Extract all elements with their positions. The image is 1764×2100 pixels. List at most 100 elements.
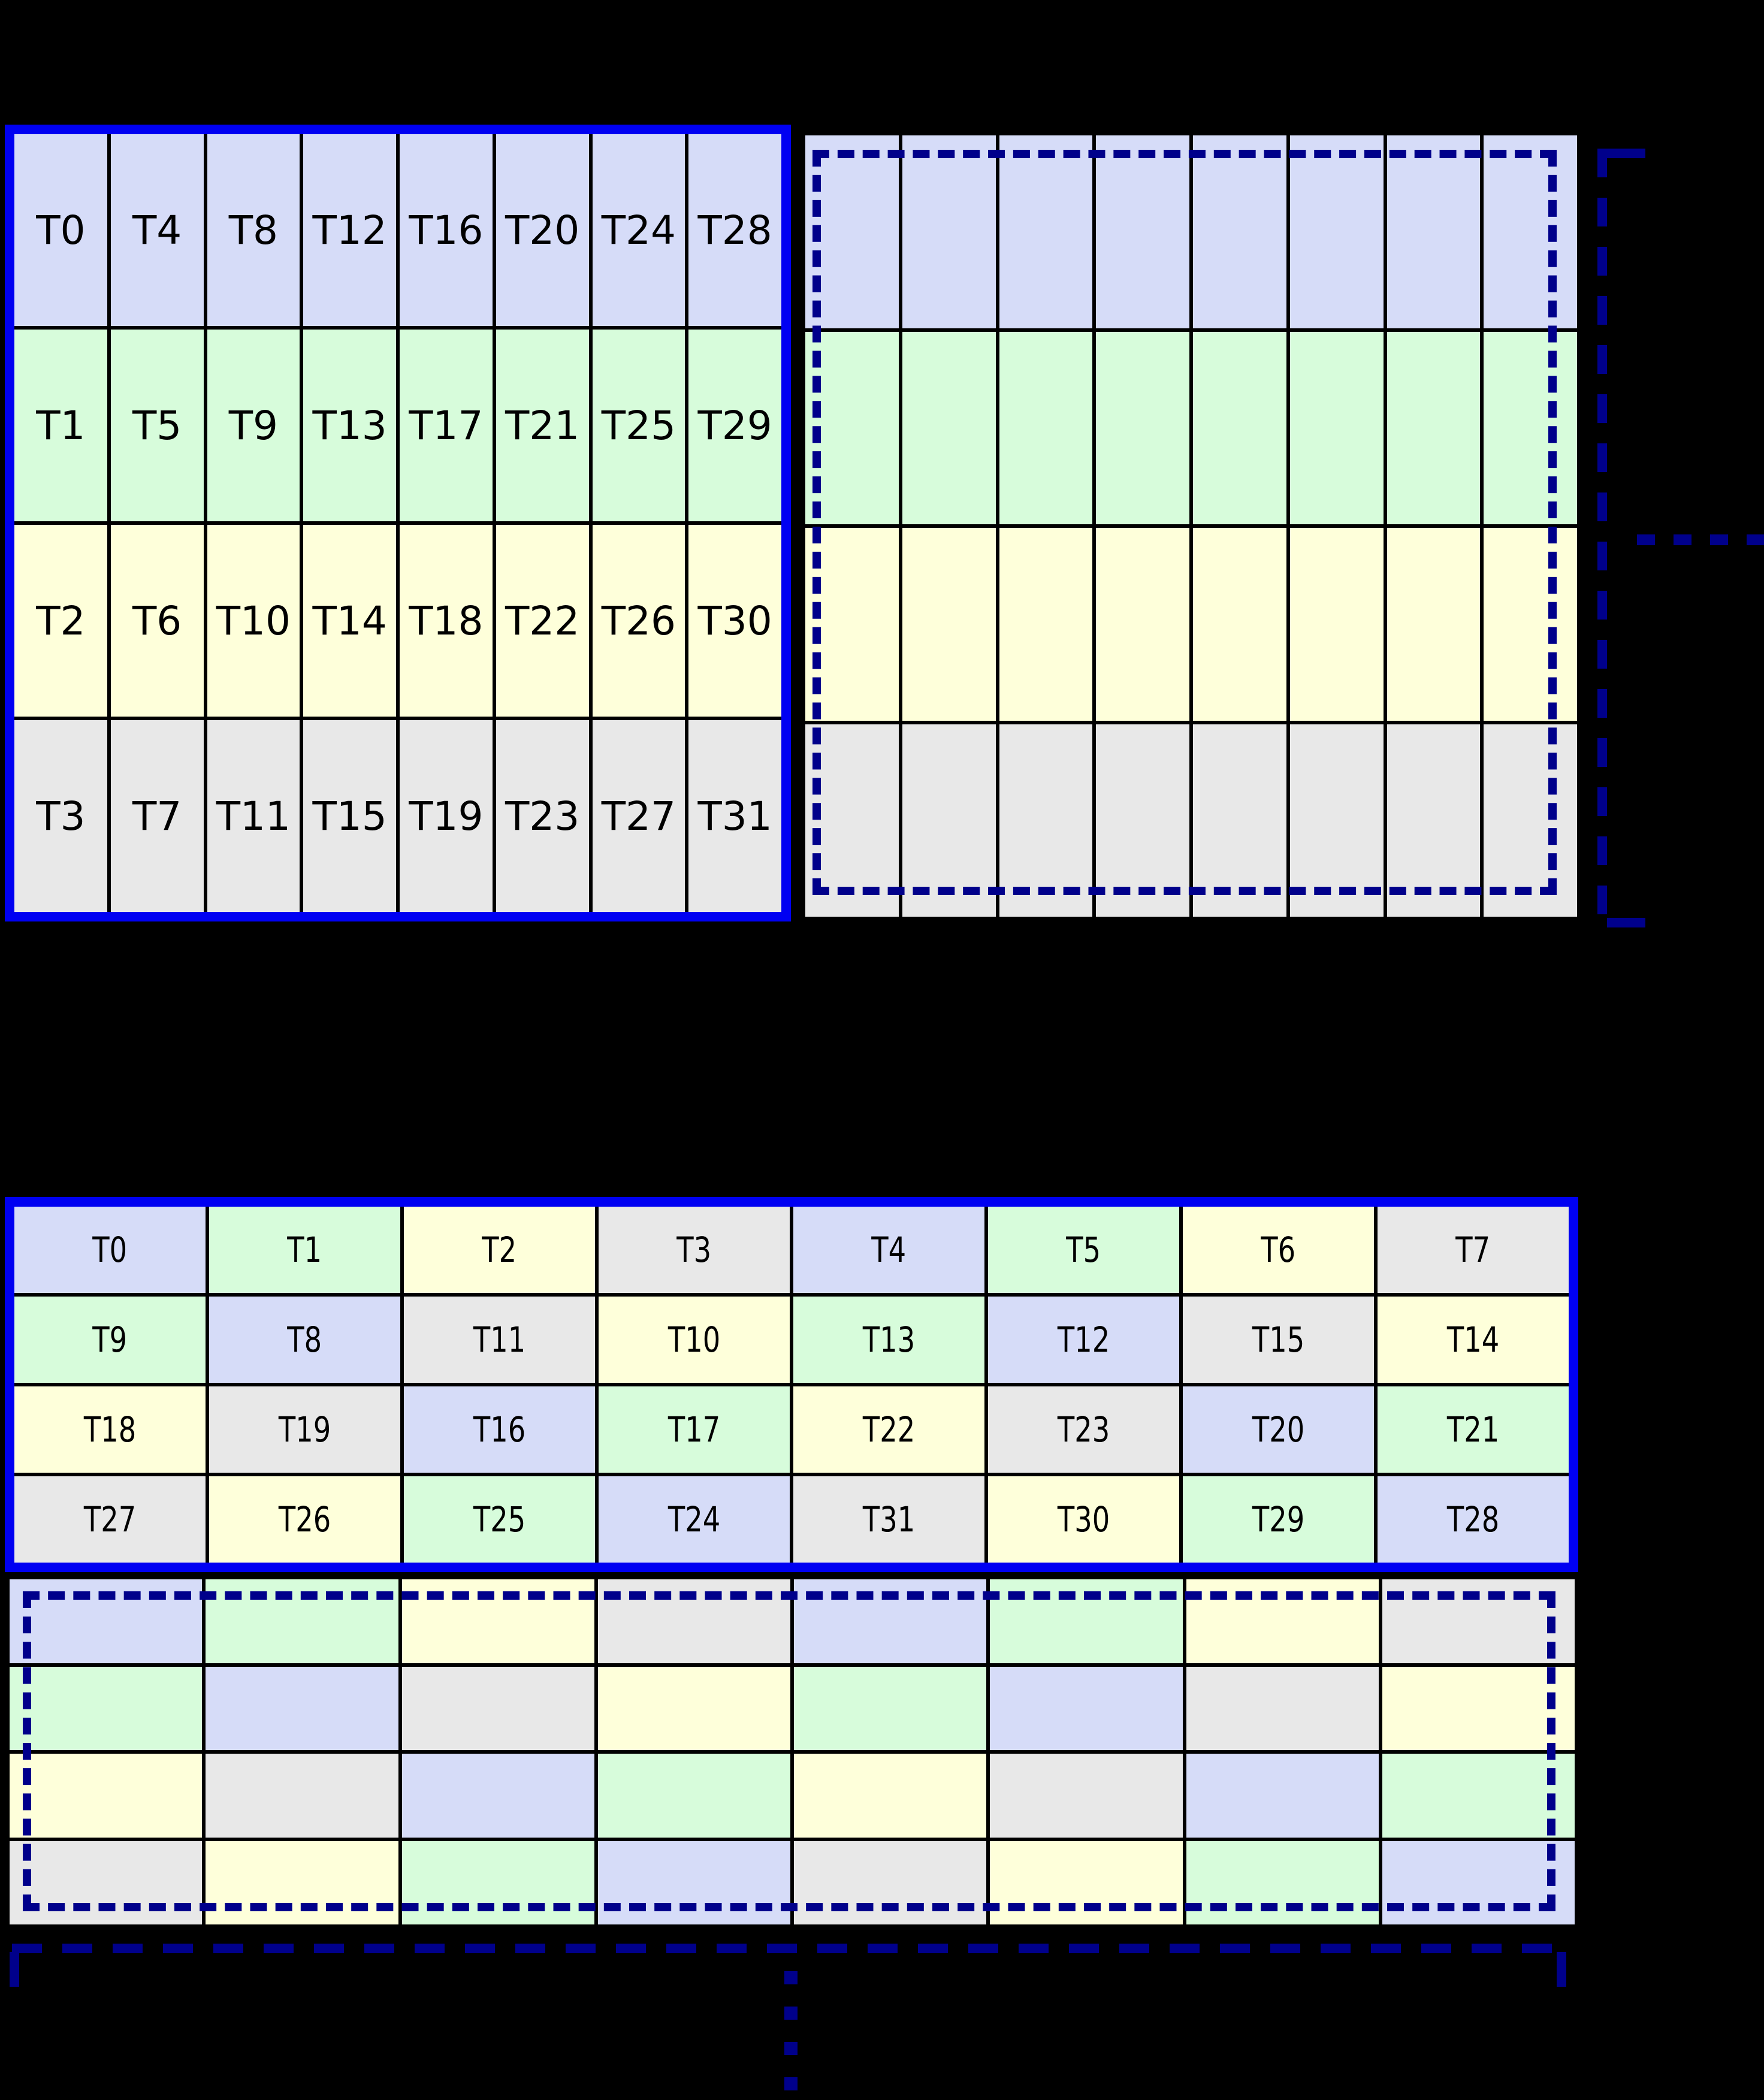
ghost-cell bbox=[990, 1579, 1183, 1663]
ghost-cell bbox=[206, 1579, 398, 1663]
thread-cell: T14 bbox=[1378, 1297, 1569, 1383]
ghost-cell bbox=[1387, 135, 1481, 328]
ghost-cell bbox=[902, 528, 996, 721]
thread-label: T28 bbox=[697, 207, 772, 253]
bottom-continuation-bracket-tick-right bbox=[1557, 1952, 1566, 1987]
top-continuation-bracket-line bbox=[1597, 149, 1607, 927]
top-continuation-bracket-tick-top bbox=[1607, 149, 1645, 158]
thread-cell: T1 bbox=[14, 330, 107, 521]
thread-cell: T28 bbox=[1378, 1476, 1569, 1563]
thread-label: T3 bbox=[36, 793, 86, 839]
thread-label: T20 bbox=[505, 207, 580, 253]
ghost-cell bbox=[1387, 724, 1481, 917]
ghost-cell bbox=[1382, 1754, 1575, 1838]
thread-label: T26 bbox=[601, 597, 676, 644]
thread-cell: T18 bbox=[14, 1386, 206, 1473]
thread-cell: T17 bbox=[400, 330, 493, 521]
bottom-continuation-bracket-tick-left bbox=[10, 1952, 19, 1987]
ghost-cell bbox=[10, 1666, 203, 1750]
thread-label: T27 bbox=[601, 793, 676, 839]
thread-label: T15 bbox=[1252, 1319, 1305, 1360]
ghost-cell bbox=[1289, 528, 1384, 721]
thread-label: T7 bbox=[132, 793, 182, 839]
thread-cell: T11 bbox=[207, 720, 300, 912]
thread-cell: T9 bbox=[14, 1297, 206, 1383]
thread-label: T21 bbox=[505, 402, 580, 449]
thread-cell: T21 bbox=[496, 330, 589, 521]
ghost-cell bbox=[206, 1841, 398, 1924]
thread-label: T13 bbox=[312, 402, 387, 449]
ghost-cell bbox=[805, 135, 899, 328]
ghost-cell bbox=[805, 528, 899, 721]
thread-cell: T26 bbox=[209, 1476, 400, 1563]
thread-label: T28 bbox=[1446, 1499, 1500, 1540]
thread-label: T3 bbox=[676, 1229, 712, 1270]
ghost-cell bbox=[1484, 135, 1577, 328]
thread-label: T8 bbox=[287, 1319, 322, 1360]
ghost-cell bbox=[805, 724, 899, 917]
thread-cell: T0 bbox=[14, 1207, 206, 1293]
ghost-cell bbox=[1289, 135, 1384, 328]
ghost-cell bbox=[1484, 724, 1577, 917]
ghost-cell bbox=[1289, 724, 1384, 917]
thread-label: T4 bbox=[132, 207, 182, 253]
thread-cell: T19 bbox=[400, 720, 493, 912]
thread-label: T18 bbox=[83, 1409, 137, 1450]
thread-cell: T30 bbox=[988, 1476, 1179, 1563]
ghost-cell bbox=[1382, 1666, 1575, 1750]
thread-cell: T4 bbox=[793, 1207, 984, 1293]
thread-cell: T5 bbox=[110, 330, 204, 521]
thread-label: T15 bbox=[312, 793, 387, 839]
thread-label: T12 bbox=[1057, 1319, 1110, 1360]
thread-label: T23 bbox=[505, 793, 580, 839]
ghost-cell bbox=[999, 724, 1093, 917]
thread-label: T6 bbox=[132, 597, 182, 644]
thread-label: T21 bbox=[1446, 1409, 1500, 1450]
bottom-thread-block-grid: T0 T1 T2 T3 T4 T5 T6 T7 T9 T8 T11 T10 T13 T12 T15 T14 T1… bbox=[5, 1197, 1578, 1572]
ghost-cell bbox=[794, 1754, 987, 1838]
bottom-ghost-grid bbox=[6, 1576, 1578, 1928]
thread-cell: T10 bbox=[207, 525, 300, 717]
ghost-cell bbox=[1387, 331, 1481, 524]
thread-cell: T20 bbox=[1183, 1386, 1374, 1473]
thread-cell: T23 bbox=[496, 720, 589, 912]
thread-cell: T16 bbox=[404, 1386, 595, 1473]
thread-label: T29 bbox=[1252, 1499, 1305, 1540]
ghost-cell bbox=[902, 135, 996, 328]
top-ghost-cells bbox=[805, 135, 1577, 917]
thread-label: T19 bbox=[409, 793, 484, 839]
thread-cell: T0 bbox=[14, 134, 107, 326]
thread-label: T30 bbox=[697, 597, 772, 644]
ghost-cell bbox=[1382, 1579, 1575, 1663]
thread-cell: T28 bbox=[688, 134, 781, 326]
thread-cell: T21 bbox=[1378, 1386, 1569, 1473]
ghost-cell bbox=[999, 331, 1093, 524]
thread-cell: T7 bbox=[1378, 1207, 1569, 1293]
thread-label: T13 bbox=[862, 1319, 916, 1360]
thread-cell: T22 bbox=[496, 525, 589, 717]
ghost-cell bbox=[1186, 1579, 1379, 1663]
ghost-cell bbox=[1193, 724, 1286, 917]
thread-cell: T27 bbox=[592, 720, 685, 912]
top-thread-block-cells: T0 T4 T8 T12 T16 T20 T24 T28 T1 T5 T9 T13 T17 T21 T25 T… bbox=[14, 134, 781, 912]
thread-label: T23 bbox=[1057, 1409, 1110, 1450]
thread-cell: T6 bbox=[110, 525, 204, 717]
thread-cell: T12 bbox=[303, 134, 396, 326]
ghost-cell bbox=[10, 1754, 203, 1838]
ghost-cell bbox=[1186, 1841, 1379, 1924]
thread-cell: T25 bbox=[404, 1476, 595, 1563]
thread-cell: T15 bbox=[303, 720, 396, 912]
thread-cell: T11 bbox=[404, 1297, 595, 1383]
thread-label: T5 bbox=[132, 402, 182, 449]
thread-cell: T1 bbox=[209, 1207, 400, 1293]
thread-cell: T20 bbox=[496, 134, 589, 326]
thread-cell: T24 bbox=[599, 1476, 790, 1563]
thread-label: T16 bbox=[473, 1409, 526, 1450]
thread-label: T7 bbox=[1455, 1229, 1491, 1270]
thread-cell: T18 bbox=[400, 525, 493, 717]
thread-label: T6 bbox=[1261, 1229, 1296, 1270]
ghost-cell bbox=[805, 331, 899, 524]
thread-cell: T31 bbox=[688, 720, 781, 912]
thread-label: T5 bbox=[1066, 1229, 1101, 1270]
